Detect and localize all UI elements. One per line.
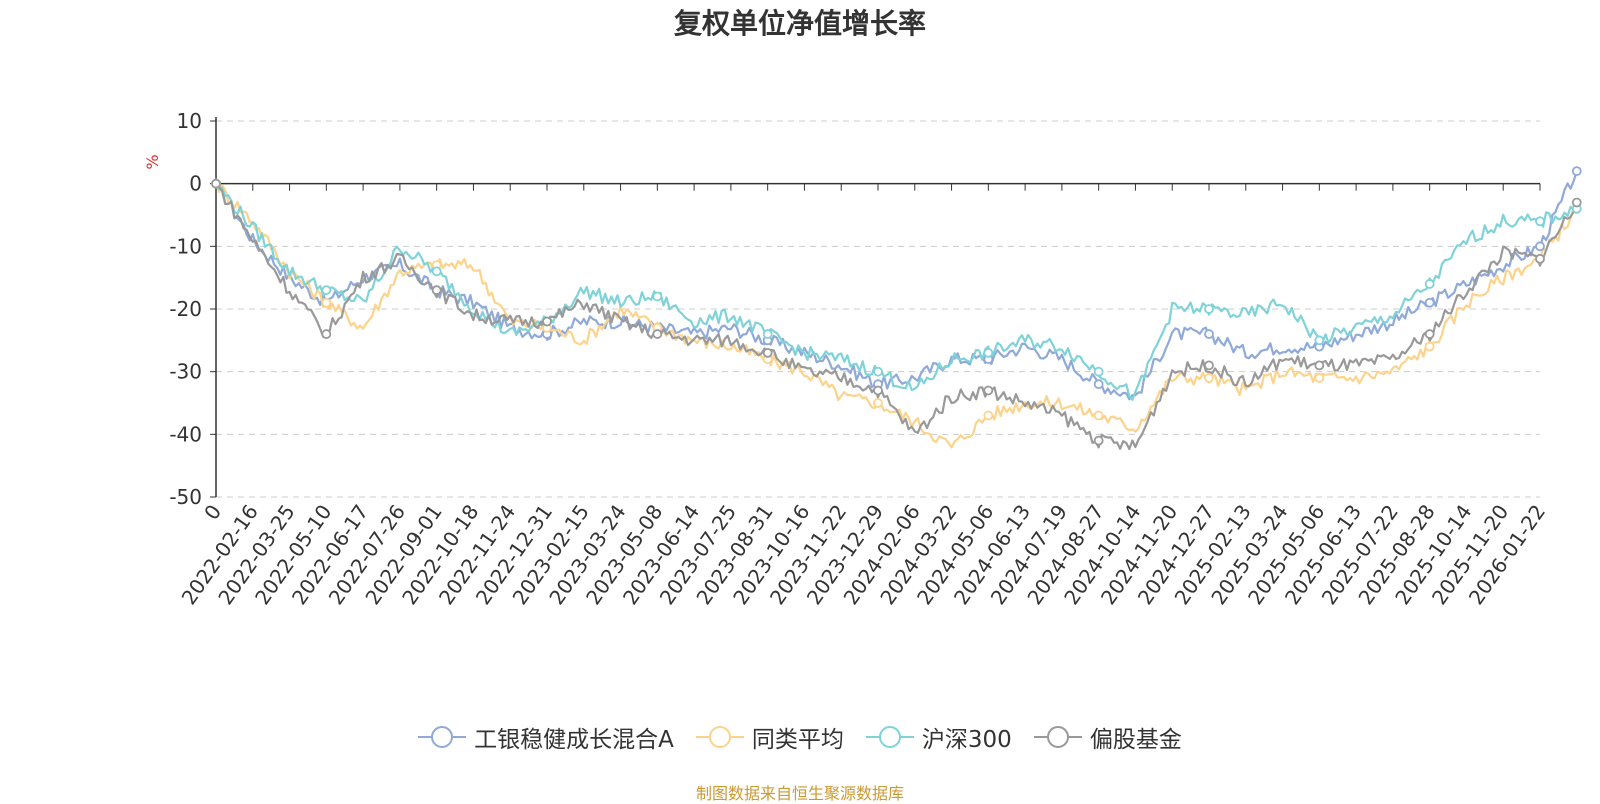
series-point	[1204, 329, 1214, 339]
legend-label: 偏股基金	[1089, 727, 1182, 753]
legend-label: 工银稳健成长混合A	[474, 727, 674, 753]
legend-item-csi300[interactable]: 沪深300	[865, 720, 1012, 754]
series-point	[1093, 379, 1104, 390]
series-point	[762, 329, 773, 339]
series-point	[1314, 373, 1325, 383]
series-point	[1535, 241, 1545, 252]
series-point	[762, 347, 773, 358]
series-point	[321, 285, 332, 296]
legend-item-equity-funds[interactable]: 偏股基金	[1033, 720, 1182, 754]
series-point	[1204, 360, 1214, 371]
series-point	[1093, 410, 1104, 421]
series-line-0	[215, 170, 1578, 401]
series-point	[652, 329, 663, 339]
series-point	[1093, 435, 1104, 446]
series-point	[1204, 373, 1214, 383]
series-point	[1424, 297, 1435, 308]
y-tick-label: -30	[169, 360, 202, 384]
y-tick-label: -10	[169, 234, 202, 258]
y-tick-label: 10	[177, 109, 202, 133]
legend-fund-icon	[418, 726, 467, 748]
legend-equity-icon	[1033, 726, 1082, 748]
legend: 工银稳健成长混合A 同类平均 沪深300 偏股基金	[0, 720, 1600, 754]
series-point	[1314, 335, 1325, 346]
series-point	[1424, 279, 1435, 289]
x-tick-label: 0	[199, 500, 226, 524]
y-tick-label: -20	[169, 297, 202, 321]
series-point	[211, 178, 221, 189]
series-markers	[211, 166, 1582, 446]
series-point	[1424, 329, 1435, 339]
chart-title: 复权单位净值增长率	[673, 7, 926, 40]
series-point	[873, 398, 883, 408]
series-point	[1314, 360, 1325, 371]
series-point	[1571, 197, 1582, 208]
series-line-1	[214, 183, 1578, 449]
series-line-3	[215, 182, 1578, 451]
series-point	[1424, 341, 1435, 352]
series-point	[321, 297, 332, 308]
series-point	[1093, 366, 1104, 377]
series-point	[1535, 253, 1545, 264]
series-line-2	[215, 183, 1577, 401]
series-point	[321, 329, 332, 339]
y-tick-label: -50	[169, 485, 202, 509]
series-point	[873, 366, 883, 377]
legend-item-peer-average[interactable]: 同类平均	[695, 720, 844, 754]
series-lines	[214, 170, 1578, 451]
series-point	[873, 385, 883, 396]
grid-lines	[216, 120, 1540, 498]
series-point	[1535, 216, 1545, 227]
series-point	[1571, 166, 1582, 177]
data-source-note: 制图数据来自恒生聚源数据库	[695, 784, 904, 803]
y-tick-label: 0	[189, 172, 202, 196]
series-point	[431, 266, 442, 277]
y-tick-label: -40	[169, 422, 202, 446]
series-point	[983, 347, 994, 358]
axes	[210, 117, 1541, 498]
legend-label: 沪深300	[921, 727, 1012, 753]
series-point	[431, 285, 442, 296]
legend-peer-icon	[695, 726, 744, 748]
legend-item-fund[interactable]: 工银稳健成长混合A	[418, 720, 674, 754]
series-point	[983, 385, 994, 396]
series-point	[1204, 304, 1214, 314]
legend-label: 同类平均	[751, 727, 844, 753]
series-point	[652, 291, 663, 302]
y-axis-unit: %	[143, 154, 162, 169]
series-point	[983, 410, 994, 421]
legend-csi300-icon	[865, 726, 914, 748]
series-point	[542, 316, 552, 327]
